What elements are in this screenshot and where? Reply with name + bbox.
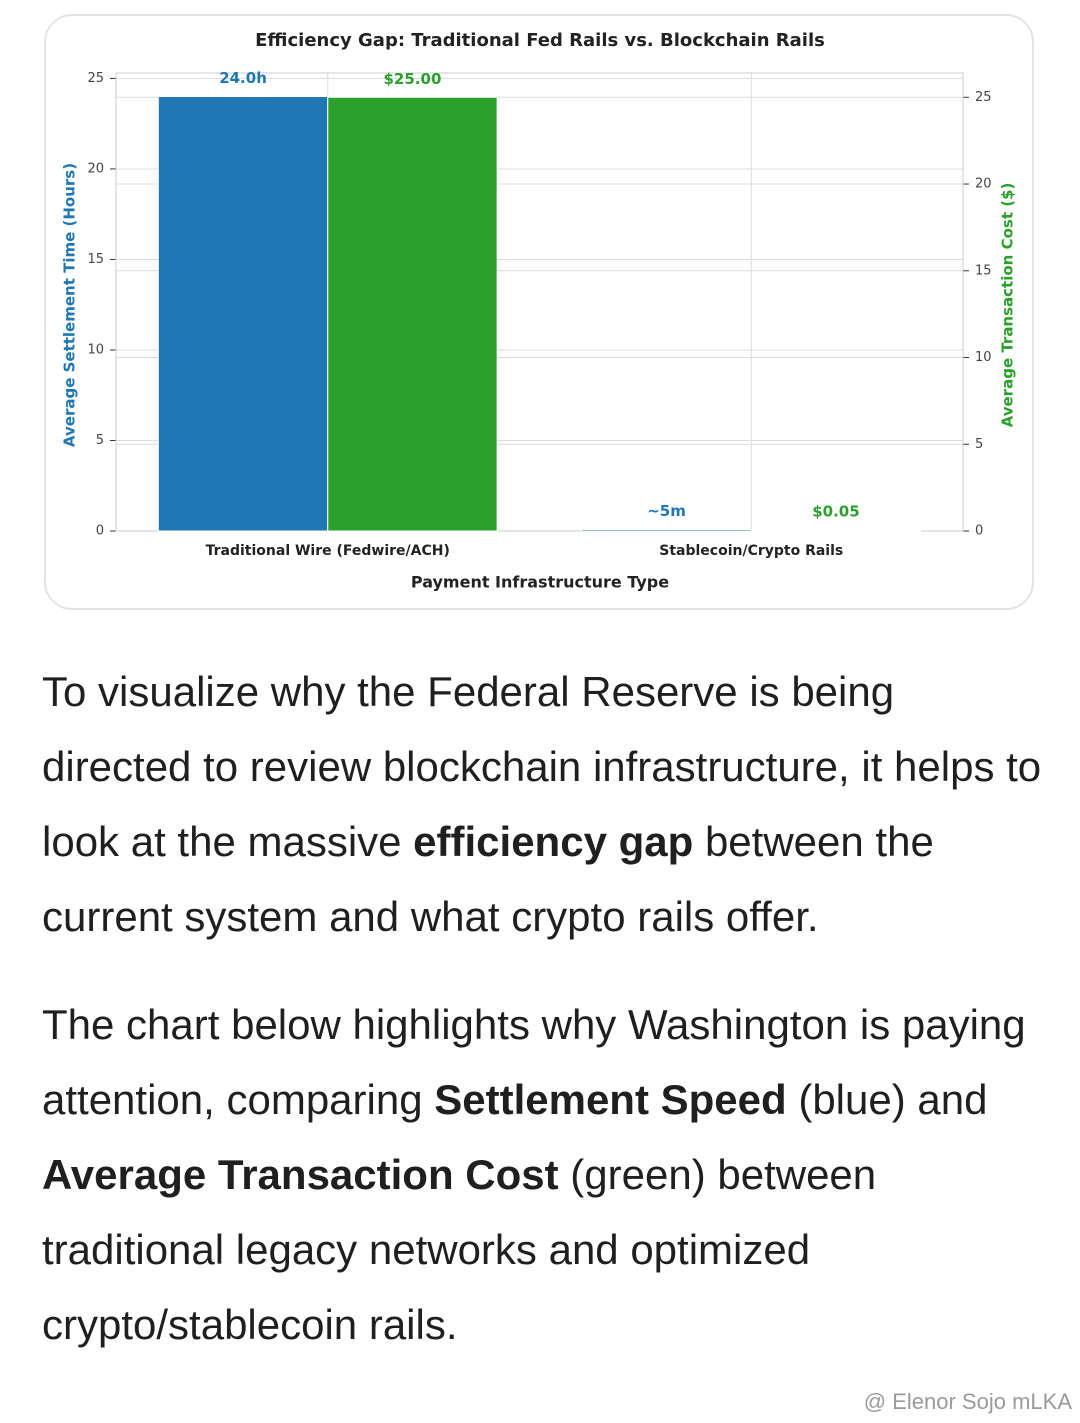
y2-axis-label: Average Transaction Cost ($) xyxy=(999,183,1017,428)
x-tick-label: Stablecoin/Crypto Rails xyxy=(659,543,843,559)
y-tick-label: 5 xyxy=(96,433,104,448)
y-tick-label: 20 xyxy=(87,161,104,176)
bold-text: Average Transaction Cost xyxy=(42,1151,559,1198)
chart-card xyxy=(44,14,1034,610)
chart: Efficiency Gap: Traditional Fed Rails vs… xyxy=(61,30,1017,592)
y2-tick-label: 15 xyxy=(975,263,992,278)
y-tick-label: 0 xyxy=(96,524,104,539)
text-run: (green) between traditional legacy netwo… xyxy=(42,1151,877,1348)
chart-title: Efficiency Gap: Traditional Fed Rails vs… xyxy=(255,30,825,51)
text-run: To visualize why the Federal Reserve is … xyxy=(42,668,1042,865)
y2-tick-label: 20 xyxy=(975,177,992,192)
text-run: between the current system and what cryp… xyxy=(42,818,934,940)
x-tick-label: Traditional Wire (Fedwire/ACH) xyxy=(206,543,450,559)
bar xyxy=(581,528,752,532)
y2-tick-label: 5 xyxy=(975,437,983,452)
y-axis-label: Average Settlement Time (Hours) xyxy=(61,163,79,447)
y-tick-label: 15 xyxy=(87,252,104,267)
y2-tick-label: 25 xyxy=(975,90,992,105)
bold-text: Settlement Speed xyxy=(434,1076,787,1123)
x-axis-label: Payment Infrastructure Type xyxy=(411,573,669,592)
y2-tick-label: 0 xyxy=(975,524,983,539)
paragraph: The chart below highlights why Washingto… xyxy=(42,987,1052,1362)
plot-frame xyxy=(115,72,964,532)
y-tick-label: 25 xyxy=(87,71,104,86)
bar xyxy=(750,529,922,532)
text-run: (blue) and xyxy=(786,1076,988,1123)
y2-tick-label: 10 xyxy=(975,350,992,365)
article-text: To visualize why the Federal Reserve is … xyxy=(42,654,1052,1395)
paragraph: To visualize why the Federal Reserve is … xyxy=(42,654,1052,954)
bar xyxy=(327,96,498,532)
bold-text: efficiency gap xyxy=(413,818,694,865)
bar xyxy=(157,96,329,532)
y-tick-label: 10 xyxy=(87,342,104,357)
value-label: $25.00 xyxy=(384,70,442,88)
value-label: $0.05 xyxy=(812,503,859,521)
value-label: 24.0h xyxy=(219,69,267,87)
watermark: @ Elenor Sojo mLKA xyxy=(863,1389,1072,1414)
text-run: The chart below highlights why Washingto… xyxy=(42,1001,1026,1123)
value-label: ~5m xyxy=(647,502,686,520)
